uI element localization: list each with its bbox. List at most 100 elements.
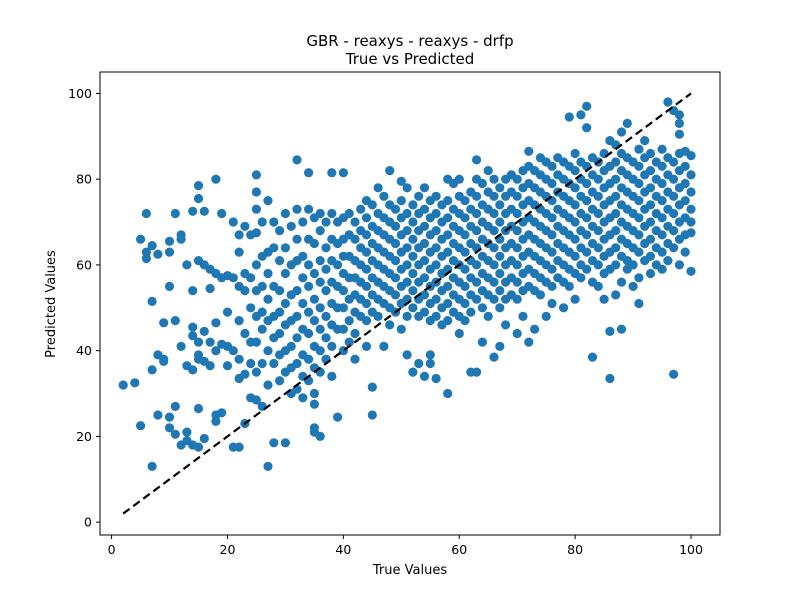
scatter-point bbox=[205, 361, 215, 371]
scatter-point bbox=[193, 193, 204, 204]
scatter-point bbox=[390, 204, 401, 214]
scatter-point bbox=[686, 151, 696, 161]
scatter-point bbox=[443, 213, 453, 223]
scatter-point bbox=[408, 286, 418, 296]
scatter-point bbox=[402, 311, 412, 321]
scatter-point bbox=[686, 266, 696, 276]
scatter-point bbox=[680, 196, 690, 206]
scatter-point bbox=[419, 238, 430, 249]
scatter-point bbox=[327, 371, 337, 381]
scatter-point bbox=[425, 350, 435, 360]
scatter-point bbox=[298, 251, 308, 261]
x-tick-label: 0 bbox=[108, 542, 116, 557]
scatter-point bbox=[159, 356, 169, 366]
scatter-point bbox=[141, 253, 151, 264]
scatter-point bbox=[686, 187, 696, 197]
scatter-point bbox=[298, 393, 308, 403]
scatter-point bbox=[292, 234, 302, 244]
scatter-point bbox=[669, 369, 679, 379]
scatter-point bbox=[582, 213, 592, 223]
scatter-point bbox=[489, 174, 499, 184]
scatter-point bbox=[669, 191, 679, 201]
x-tick-label: 40 bbox=[335, 542, 351, 557]
scatter-point bbox=[217, 208, 227, 219]
scatter-point bbox=[188, 286, 198, 296]
scatter-point bbox=[361, 247, 372, 257]
scatter-point bbox=[645, 268, 656, 279]
scatter-point bbox=[257, 324, 267, 334]
scatter-point bbox=[251, 337, 261, 347]
scatter-point bbox=[390, 256, 401, 266]
scatter-point bbox=[338, 324, 348, 334]
scatter-point bbox=[472, 191, 482, 201]
scatter-point bbox=[495, 303, 505, 313]
scatter-point bbox=[361, 281, 372, 291]
scatter-point bbox=[193, 442, 204, 452]
scatter-point bbox=[234, 354, 244, 364]
scatter-point bbox=[321, 264, 331, 274]
scatter-point bbox=[402, 183, 412, 193]
scatter-point bbox=[327, 341, 337, 351]
scatter-point bbox=[419, 290, 430, 300]
scatter-point bbox=[628, 260, 638, 270]
scatter-point bbox=[298, 217, 308, 227]
scatter-point bbox=[419, 256, 430, 266]
scatter-point bbox=[141, 208, 151, 219]
scatter-point bbox=[489, 226, 499, 236]
scatter-point bbox=[246, 273, 256, 283]
scatter-point bbox=[292, 155, 302, 165]
scatter-point bbox=[304, 307, 314, 317]
scatter-point bbox=[164, 412, 175, 422]
scatter-point bbox=[454, 174, 464, 184]
scatter-point bbox=[495, 183, 505, 193]
scatter-point bbox=[657, 144, 667, 154]
scatter-point bbox=[350, 354, 360, 364]
scatter-point bbox=[193, 403, 204, 414]
scatter-point bbox=[419, 204, 430, 214]
scatter-point bbox=[193, 181, 204, 191]
scatter-point bbox=[269, 438, 279, 448]
scatter-point bbox=[431, 243, 441, 253]
scatter-point bbox=[315, 277, 325, 287]
scatter-point bbox=[680, 161, 690, 171]
scatter-point bbox=[477, 178, 487, 189]
scatter-point bbox=[483, 311, 493, 321]
scatter-point bbox=[495, 286, 505, 296]
scatter-point bbox=[321, 243, 331, 253]
scatter-point bbox=[460, 264, 470, 274]
scatter-point bbox=[321, 217, 331, 227]
scatter-point bbox=[315, 431, 325, 441]
scatter-point bbox=[547, 298, 557, 309]
scatter-point bbox=[170, 429, 180, 439]
scatter-point bbox=[512, 328, 522, 339]
scatter-point bbox=[182, 260, 192, 270]
y-tick-label: 100 bbox=[68, 86, 92, 101]
scatter-point bbox=[645, 183, 656, 193]
scatter-point bbox=[338, 286, 348, 296]
scatter-point bbox=[292, 358, 302, 369]
scatter-point bbox=[547, 161, 557, 171]
scatter-point bbox=[280, 268, 290, 279]
scatter-point bbox=[211, 346, 221, 356]
scatter-point bbox=[390, 290, 401, 300]
scatter-point bbox=[657, 230, 667, 240]
scatter-point bbox=[367, 200, 377, 210]
scatter-point bbox=[251, 187, 261, 197]
scatter-point bbox=[524, 146, 534, 156]
scatter-point bbox=[593, 243, 603, 253]
scatter-point bbox=[512, 208, 522, 219]
scatter-point bbox=[141, 247, 151, 257]
scatter-point bbox=[228, 273, 238, 283]
scatter-point bbox=[246, 303, 256, 313]
scatter-point bbox=[634, 144, 644, 154]
scatter-point bbox=[130, 378, 140, 388]
scatter-point bbox=[292, 286, 302, 296]
scatter-point bbox=[431, 294, 441, 304]
scatter-point bbox=[263, 196, 273, 206]
scatter-point bbox=[593, 260, 603, 270]
scatter-point bbox=[582, 264, 592, 274]
x-tick-label: 20 bbox=[220, 542, 236, 557]
scatter-point bbox=[512, 191, 522, 201]
scatter-point bbox=[344, 316, 354, 326]
scatter-point bbox=[419, 183, 430, 193]
